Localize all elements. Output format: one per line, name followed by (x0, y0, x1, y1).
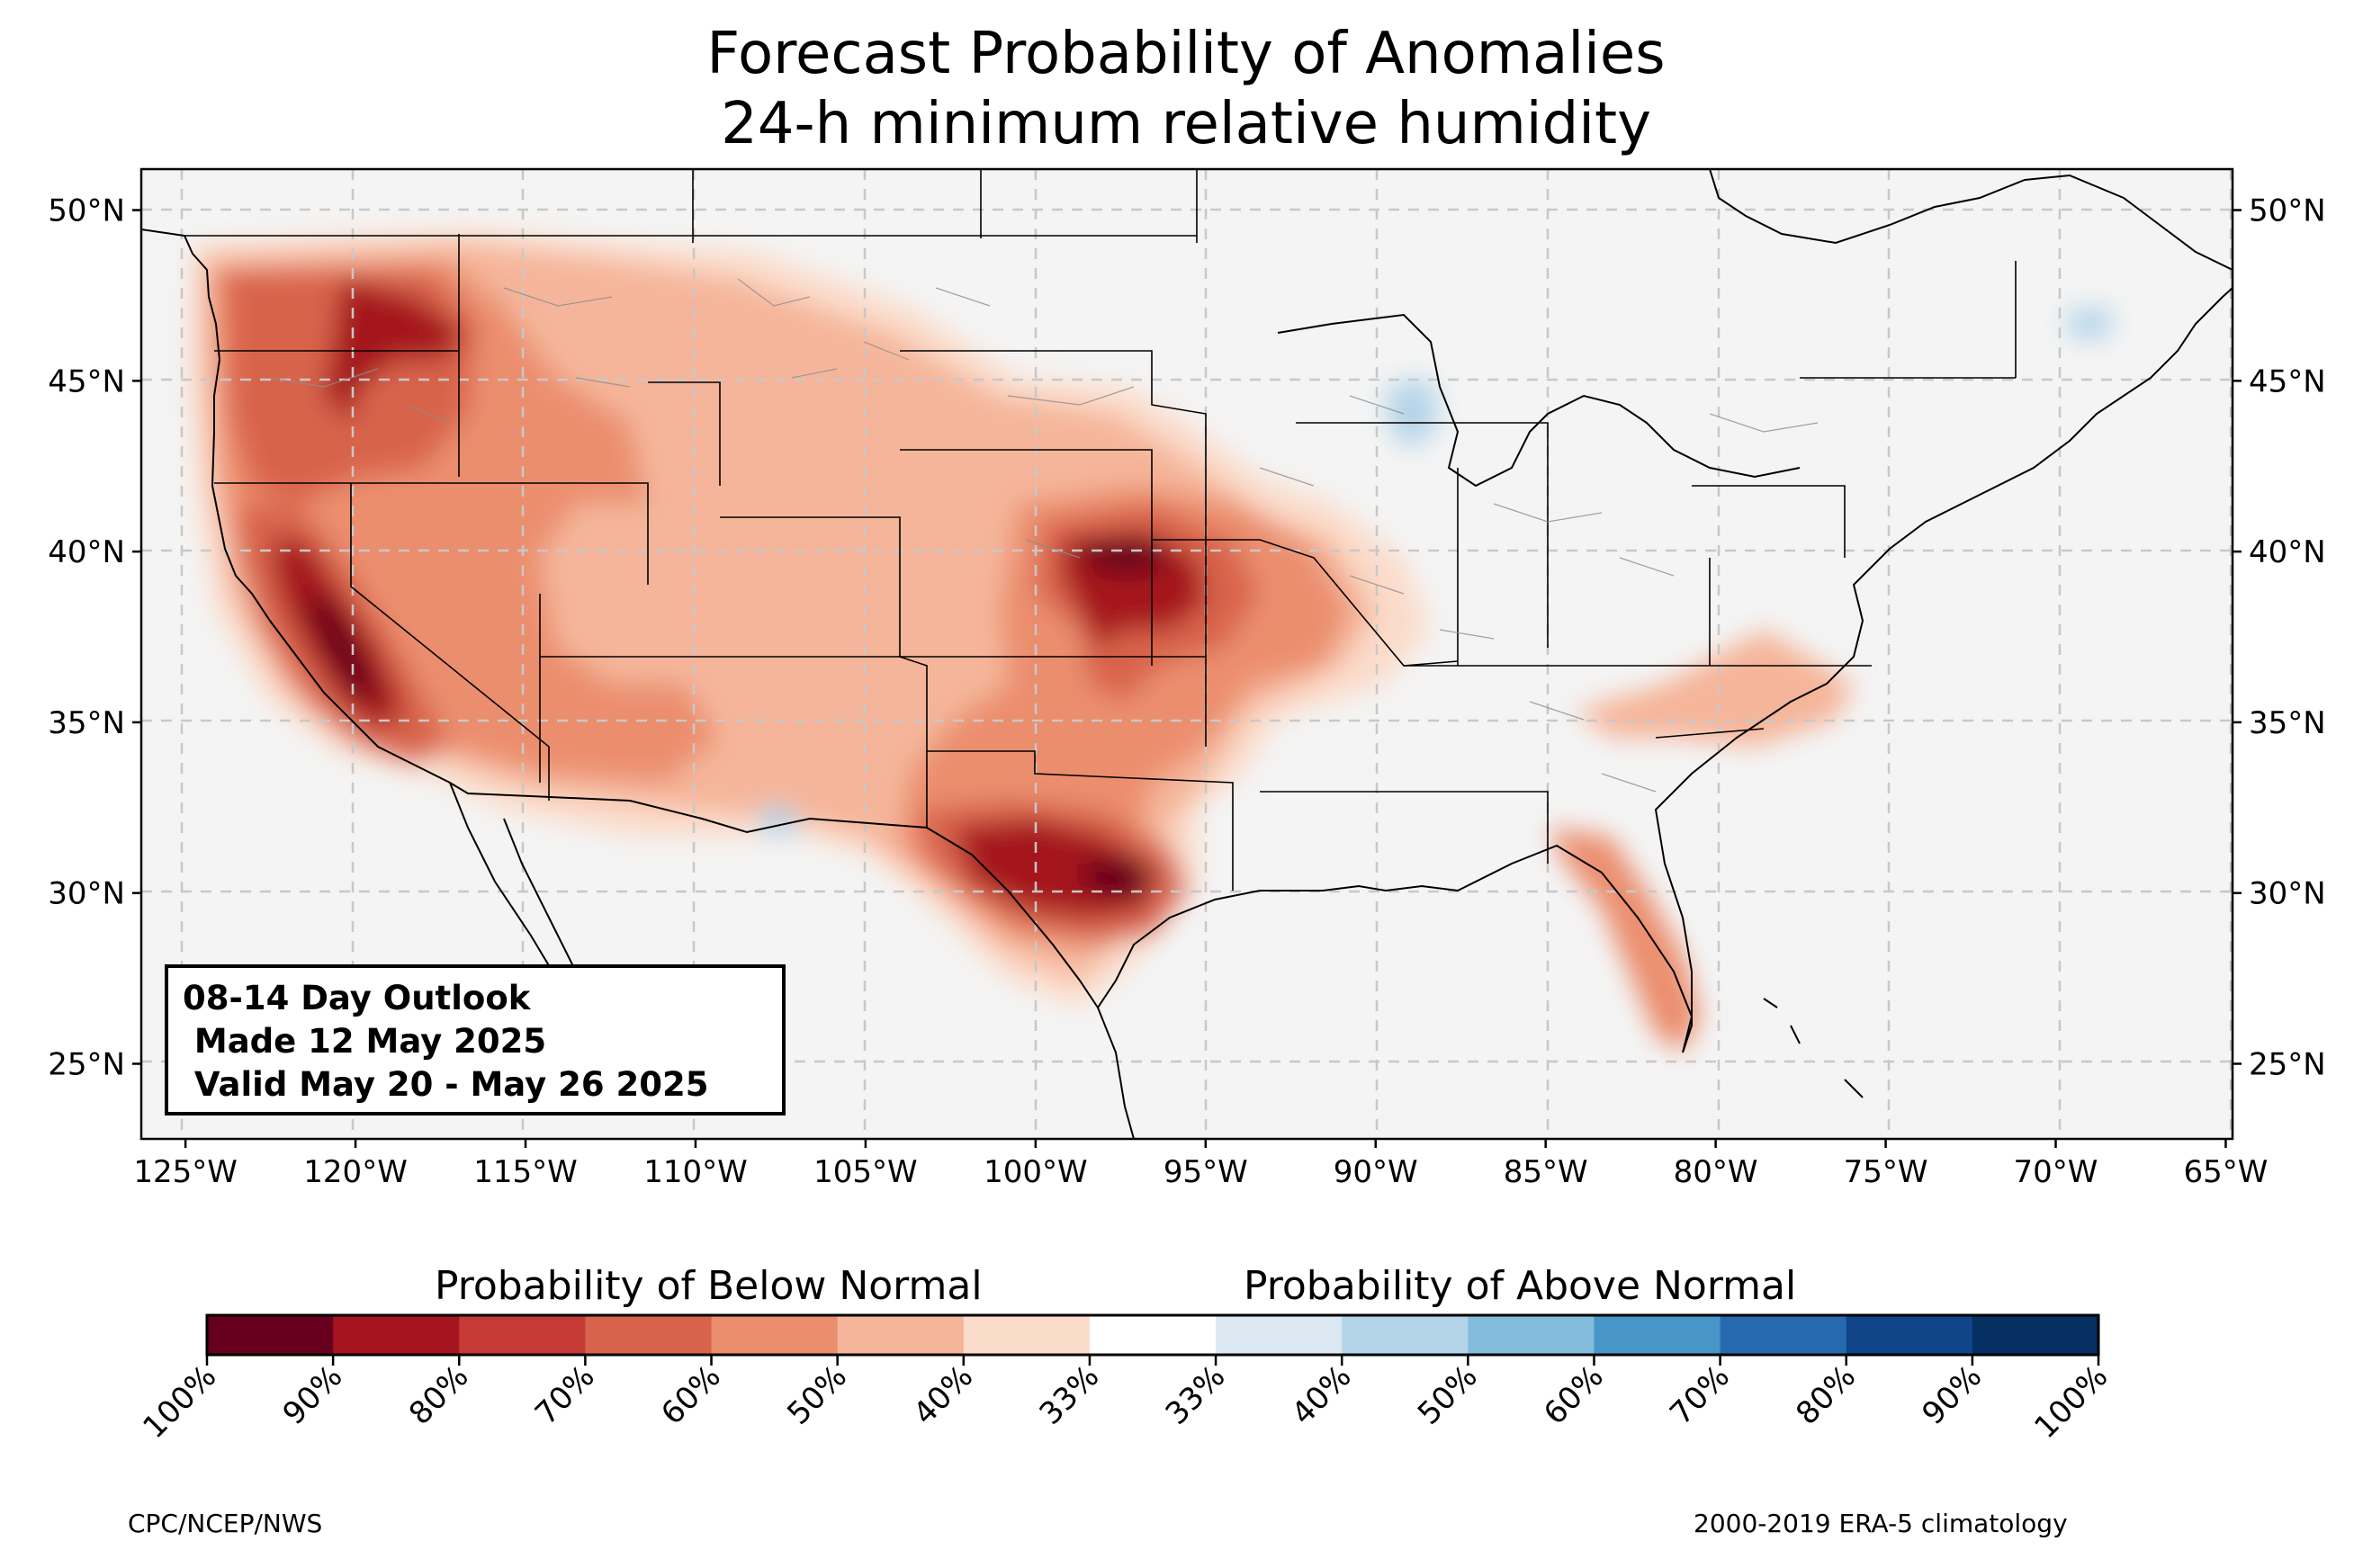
colorbar-tick-label: 70% (528, 1358, 602, 1432)
climatology-text: 2000-2019 ERA-5 climatology (1694, 1509, 2068, 1538)
colorbar-segment (963, 1315, 1091, 1355)
anomaly-greatlakes-above (1386, 378, 1440, 450)
colorbar-segment (333, 1315, 460, 1355)
colorbar-segment (459, 1315, 586, 1355)
colorbar-below-label: Probability of Below Normal (435, 1263, 983, 1309)
lon-tick-label: 95°W (1164, 1154, 1248, 1190)
lon-tick-label: 110°W (643, 1154, 748, 1190)
outlook-period: 08-14 Day Outlook (183, 979, 531, 1017)
colorbar-frame (205, 1313, 2100, 1357)
colorbar-segment (1216, 1315, 1343, 1355)
anomaly-texas-90 (1080, 855, 1161, 900)
colorbar-tick-label: 90% (1916, 1358, 1990, 1432)
latitude-ticks: 25°N 25°N 30°N 30°N 35°N 35°N 40°N 40°N 45°N 45°N… (48, 193, 2325, 1083)
lat-tick-label-left: 40°N (48, 534, 125, 570)
colorbar-tick-label: 40% (906, 1358, 980, 1432)
colorbar-segment (1594, 1315, 1721, 1355)
colorbar-tick-label: 60% (1537, 1358, 1611, 1432)
colorbar-segment (1089, 1315, 1217, 1355)
colorbar-tick-label: 100% (2027, 1358, 2115, 1446)
lat-tick-label-right: 45°N (2249, 363, 2326, 399)
colorbar-segment (837, 1315, 965, 1355)
colorbar-tick-label: 70% (1663, 1358, 1737, 1432)
colorbar-tick-label: 50% (780, 1358, 854, 1432)
lon-tick-label: 70°W (2014, 1154, 2098, 1190)
lon-tick-label: 115°W (473, 1154, 578, 1190)
us-outline (141, 228, 2233, 1053)
colorbar-ticks: 100% 90% 80% 70% 60% 50% 40% 33% 33% 40% 50% 60% 70%… (136, 1355, 2115, 1446)
lat-tick-label-right: 30°N (2249, 876, 2326, 912)
lat-tick-label-left: 35°N (48, 705, 125, 741)
great-lakes (1277, 313, 1801, 488)
anomaly-carolina-40 (1575, 630, 1854, 747)
lat-tick-label-right: 25°N (2249, 1046, 2326, 1082)
colorbar: 100% 90% 80% 70% 60% 50% 40% 33% 33% 40% 50% 60% 70%… (136, 1313, 2115, 1446)
colorbar-tick-label: 50% (1411, 1358, 1485, 1432)
anomaly-ca-90 (306, 594, 378, 702)
canada-north-coast (1709, 169, 2233, 271)
anomaly-florida-50 (1548, 828, 1701, 1053)
colorbar-tick-label: 33% (1033, 1358, 1107, 1432)
map-frame (139, 167, 2234, 1141)
lon-tick-label: 75°W (1844, 1154, 1928, 1190)
lon-tick-label: 65°W (2183, 1154, 2268, 1190)
chart-title: Forecast Probability of Anomalies (706, 21, 1666, 87)
bahamas (1763, 998, 1864, 1098)
lat-tick-label-left: 45°N (48, 363, 125, 399)
outlook-valid-dates: Valid May 20 - May 26 2025 (183, 1065, 709, 1104)
colorbar-tick-label: 90% (276, 1358, 350, 1432)
colorbar-segment (207, 1315, 334, 1355)
mexico-gulf-coast (1097, 1007, 1135, 1139)
colorbar-above-label: Probability of Above Normal (1244, 1263, 1797, 1309)
political-borders (184, 169, 2017, 891)
lon-tick-label: 80°W (1674, 1154, 1758, 1190)
colorbar-segments (207, 1315, 2099, 1355)
colorbar-segment (1468, 1315, 1595, 1355)
colorbar-tick-label: 80% (402, 1358, 476, 1432)
lon-tick-label: 120°W (303, 1154, 408, 1190)
colorbar-segment (1846, 1315, 1973, 1355)
longitude-ticks: 125°W 120°W 115°W 110°W 105°W 100°W 95°W 90°W 85… (133, 1139, 2268, 1190)
colorbar-tick-label: 40% (1285, 1358, 1359, 1432)
colorbar-segment (1720, 1315, 1847, 1355)
lon-tick-label: 105°W (813, 1154, 918, 1190)
lat-tick-label-left: 50°N (48, 193, 125, 229)
colorbar-segment (585, 1315, 713, 1355)
lon-tick-label: 85°W (1504, 1154, 1588, 1190)
lat-tick-label-right: 40°N (2249, 534, 2326, 570)
colorbar-tick-label: 80% (1789, 1358, 1863, 1432)
gridlines (141, 169, 2233, 1139)
chart-subtitle: 24-h minimum relative humidity (721, 91, 1651, 157)
lat-tick-label-right: 50°N (2249, 193, 2326, 229)
anomaly-shading (189, 229, 2115, 1053)
colorbar-segment (1342, 1315, 1469, 1355)
credit-text: CPC/NCEP/NWS (128, 1509, 323, 1538)
colorbar-segment (1972, 1315, 2099, 1355)
colorbar-tick-label: 60% (654, 1358, 728, 1432)
lat-tick-label-left: 25°N (48, 1046, 125, 1082)
forecast-map: 125°W 120°W 115°W 110°W 105°W 100°W 95°W 90°W 85… (48, 167, 2326, 1190)
colorbar-tick-label: 100% (136, 1358, 223, 1446)
outlook-made-date: Made 12 May 2025 (183, 1022, 547, 1061)
anomaly-sw-above (756, 805, 801, 837)
outlook-info-box: 08-14 Day Outlook Made 12 May 2025 Valid… (165, 964, 786, 1116)
colorbar-segment (711, 1315, 839, 1355)
lat-tick-label-right: 35°N (2249, 705, 2326, 741)
anomaly-kansas-90 (1080, 540, 1170, 576)
county-borders (269, 278, 1819, 793)
lon-tick-label: 90°W (1334, 1154, 1418, 1190)
lon-tick-label: 100°W (984, 1154, 1088, 1190)
lat-tick-label-left: 30°N (48, 876, 125, 912)
lon-tick-label: 125°W (133, 1154, 238, 1190)
anomaly-newengland-above (2061, 306, 2115, 342)
colorbar-tick-label: 33% (1159, 1358, 1233, 1432)
